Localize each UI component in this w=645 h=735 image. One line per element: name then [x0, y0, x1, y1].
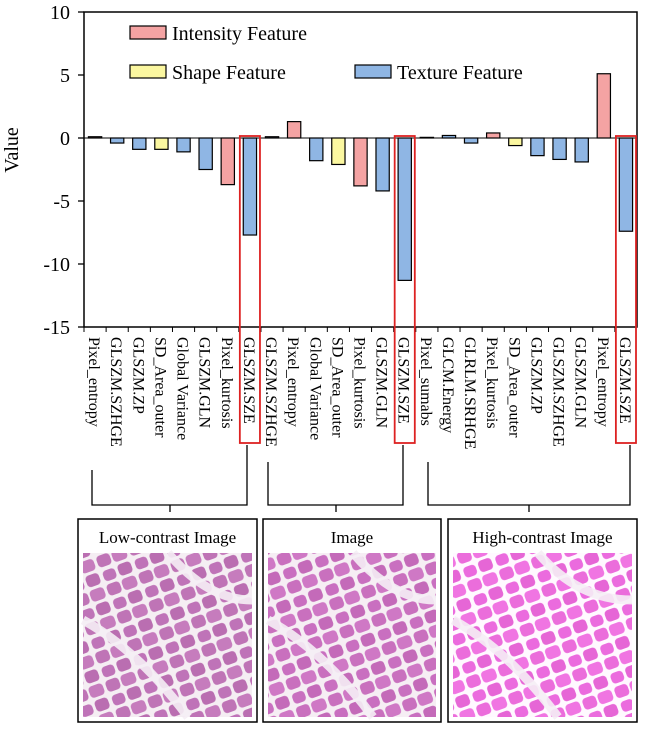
bar — [375, 137, 390, 192]
y-axis-label: Value — [1, 127, 23, 173]
x-tick-label: Pixel_kurtosis — [351, 337, 368, 429]
panel-title: High-contrast Image — [472, 528, 612, 547]
bar — [552, 137, 567, 161]
bar — [530, 137, 545, 157]
x-tick-label: GLRLM.SRHGE — [461, 337, 478, 449]
x-tick-label: Pixel_entropy — [284, 337, 301, 427]
x-tick-label: GLSZM.GLN — [196, 337, 213, 429]
x-tick-label: GLSZM.ZP — [527, 337, 544, 414]
y-tick-label: -15 — [43, 317, 70, 339]
bar — [264, 136, 280, 139]
x-tick-label: GLSZM.SZHGE — [262, 337, 279, 447]
x-tick-label: GLSZM.SZE — [395, 337, 412, 424]
highlight-box — [238, 135, 261, 444]
bar — [331, 137, 346, 166]
panel-title: Low-contrast Image — [99, 528, 236, 547]
x-tick-label: SD_Area_outer — [328, 337, 345, 438]
bar — [485, 132, 501, 139]
bar — [154, 137, 169, 150]
bar — [87, 136, 103, 139]
x-tick-label: GLSZM.SZE — [616, 337, 633, 424]
bracket — [91, 445, 248, 512]
bar — [419, 136, 435, 139]
x-tick-label: Pixel_kurtosis — [218, 337, 235, 429]
group-brackets — [91, 445, 631, 512]
x-tick-label: Global Variance — [306, 337, 323, 440]
panel-title: Image — [331, 528, 373, 547]
x-tick-label: Pixel_entropy — [85, 337, 102, 427]
highlight-box — [614, 135, 637, 444]
x-tick-label: Pixel_sumabs — [417, 337, 434, 426]
plot-frame — [83, 11, 638, 328]
bar — [176, 137, 191, 153]
x-tick-label: Pixel_entropy — [594, 337, 611, 427]
bar — [596, 73, 612, 139]
x-tick-label: GLSZM.SZHGE — [550, 337, 567, 447]
bar — [198, 137, 213, 171]
x-tick-label: GLSZM.GLN — [373, 337, 390, 429]
y-tick-label: 0 — [60, 128, 70, 150]
legend-label: Intensity Feature — [172, 23, 307, 45]
x-tick-label: GLCM.Energy — [439, 337, 456, 433]
legend-swatch — [129, 64, 167, 79]
x-tick-label: SD_Area_outer — [151, 337, 168, 438]
bar — [242, 137, 258, 236]
bar — [574, 137, 589, 163]
x-tick-label: GLSZM.ZP — [129, 337, 146, 414]
tissue-seam — [80, 550, 253, 720]
highlight-box — [393, 135, 416, 444]
x-tick-label: Global Variance — [174, 337, 191, 440]
bar — [220, 137, 236, 186]
legend-label: Shape Feature — [172, 62, 286, 84]
x-tick-label: GLSZM.SZHGE — [107, 337, 124, 447]
x-tick-label: GLSZM.SZE — [240, 337, 257, 424]
bar — [132, 137, 147, 150]
tissue-seam — [265, 550, 437, 720]
bar — [309, 137, 324, 162]
bar — [286, 121, 302, 139]
bar — [353, 137, 368, 187]
y-tick-label: 5 — [60, 65, 70, 87]
bar — [508, 137, 523, 147]
tissue-seam — [450, 550, 633, 720]
bar — [109, 137, 125, 144]
bracket — [267, 445, 404, 512]
y-tick-label: -5 — [53, 191, 70, 213]
bracket — [427, 445, 631, 512]
y-tick-label: -10 — [43, 254, 70, 276]
legend-label: Texture Feature — [397, 62, 523, 84]
legend-swatch — [354, 64, 392, 79]
bar — [397, 137, 412, 281]
image-panels: Low-contrast Image Image High-contrast Ima… — [77, 518, 638, 723]
x-tick-label: Pixel_kurtosis — [483, 337, 500, 429]
y-tick-label: 10 — [50, 2, 70, 24]
legend-swatch — [129, 25, 167, 40]
x-tick-label: SD_Area_outer — [505, 337, 522, 438]
bar — [618, 137, 634, 232]
x-tick-label: GLSZM.GLN — [572, 337, 589, 429]
bar — [441, 134, 457, 139]
bar — [463, 137, 479, 144]
